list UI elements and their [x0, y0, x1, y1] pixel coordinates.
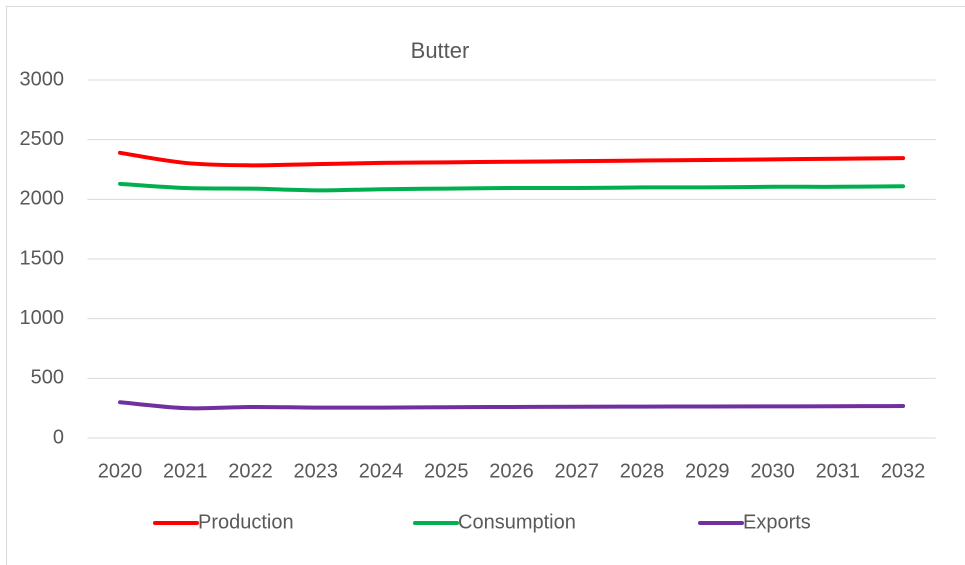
y-tick-label: 2500: [20, 128, 65, 150]
x-tick-label: 2020: [98, 460, 143, 482]
x-tick-label: 2029: [685, 460, 730, 482]
legend-label: Exports: [743, 511, 811, 533]
series-line: [118, 400, 906, 411]
y-tick-label: 1000: [20, 307, 65, 329]
y-tick-label: 0: [53, 426, 64, 448]
x-tick-label: 2030: [750, 460, 795, 482]
x-tick-label: 2027: [555, 460, 600, 482]
y-tick-label: 500: [31, 367, 64, 389]
legend-label: Production: [198, 511, 294, 533]
chart-border: [6, 6, 965, 565]
x-tick-label: 2024: [359, 460, 404, 482]
x-tick-label: 2021: [163, 460, 208, 482]
y-tick-label: 1500: [20, 247, 65, 269]
y-tick-label: 2000: [20, 188, 65, 210]
series-line: [118, 181, 906, 193]
x-tick-label: 2026: [489, 460, 534, 482]
legend-label: Consumption: [458, 511, 576, 533]
chart-title: Butter: [411, 38, 470, 63]
y-tick-label: 3000: [20, 68, 65, 90]
x-tick-label: 2022: [228, 460, 273, 482]
series-line: [118, 150, 906, 168]
x-tick-label: 2025: [424, 460, 469, 482]
x-tick-label: 2028: [620, 460, 665, 482]
x-tick-label: 2023: [294, 460, 339, 482]
x-tick-label: 2031: [816, 460, 861, 482]
x-tick-label: 2032: [881, 460, 926, 482]
